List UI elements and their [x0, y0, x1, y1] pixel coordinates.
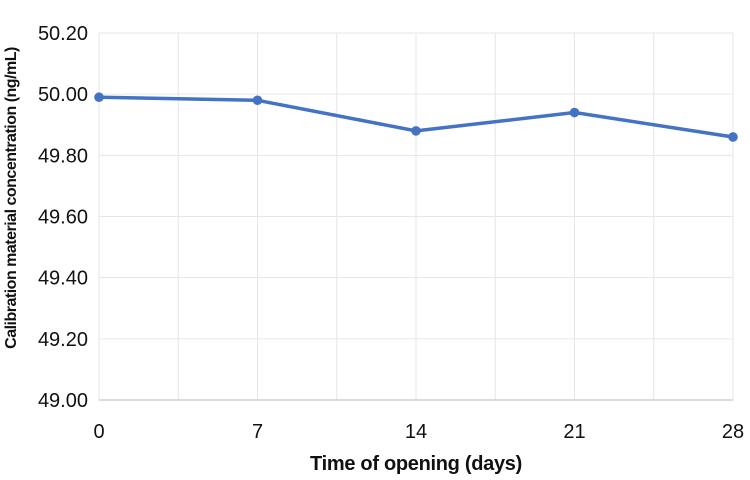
data-point-marker: [728, 132, 738, 142]
y-tick-label: 50.20: [38, 23, 88, 45]
y-tick-label: 49.20: [38, 329, 88, 351]
data-point-marker: [569, 107, 580, 118]
series-line-group: [94, 92, 738, 142]
y-axis-title: Calibration material concentration (ng/m…: [3, 47, 20, 349]
y-tick-label: 50.00: [38, 84, 88, 106]
x-tick-label: 21: [563, 421, 585, 443]
y-tick-label: 49.60: [38, 207, 88, 229]
y-tick-label: 49.80: [38, 145, 88, 167]
x-tick-label: 7: [252, 421, 263, 443]
data-point-marker: [411, 126, 421, 136]
tick-labels: 49.00 49.20 49.40 49.60 49.80 50.00 50.20 0 7 14 2…: [38, 23, 744, 443]
x-axis-title: Time of opening (days): [310, 453, 522, 475]
y-tick-label: 49.40: [38, 268, 88, 290]
gridlines: [98, 32, 734, 400]
x-tick-label: 0: [93, 421, 104, 443]
x-tick-label: 14: [405, 421, 427, 443]
y-tick-label: 49.00: [38, 390, 88, 412]
data-point-marker: [94, 92, 104, 103]
data-point-marker: [252, 95, 263, 106]
x-tick-label: 28: [722, 421, 744, 443]
